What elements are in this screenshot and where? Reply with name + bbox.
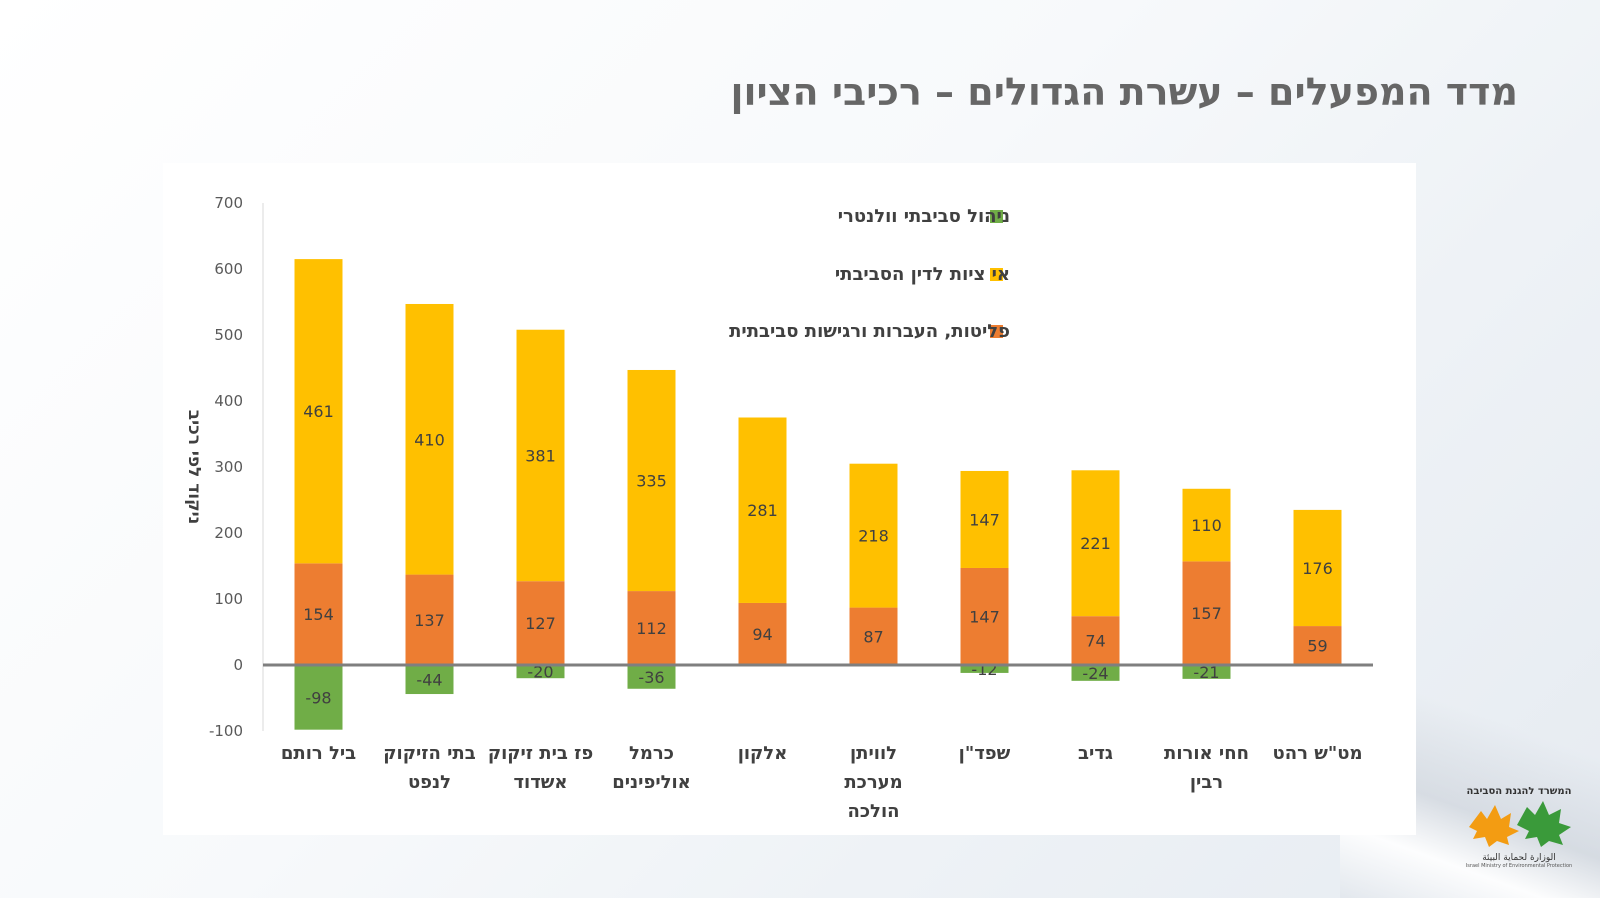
x-category-label: לנפט [408, 772, 451, 793]
bar-segment-noncompliance [516, 329, 565, 582]
bar-segment-emissions [405, 574, 454, 665]
data-label-noncompliance: 335 [636, 472, 667, 491]
data-label-emissions: 74 [1085, 632, 1105, 651]
data-label-noncompliance: 381 [525, 446, 556, 465]
bar-segment-noncompliance [627, 369, 676, 592]
data-label-noncompliance: 281 [747, 501, 778, 520]
logo-sub-text: Israel Ministry of Environmental Protect… [1465, 863, 1573, 869]
data-label-noncompliance: 410 [414, 430, 445, 449]
data-label-emissions: 87 [863, 627, 883, 646]
x-category-label: כרמל [629, 743, 674, 764]
bar-segment-emissions [1293, 626, 1342, 665]
stacked-bar-chart: 700 600 500 400 300 200 100 0 -100 ניקוד לפי רכיב… [184, 194, 1373, 822]
x-category-label: הולכה [848, 801, 900, 822]
y-tick-label: 300 [214, 458, 243, 476]
bar-segment-emissions [294, 563, 343, 665]
bar-segment-emissions [1071, 616, 1120, 665]
chart-panel: 700 600 500 400 300 200 100 0 -100 ניקוד לפי רכיב… [163, 163, 1416, 835]
legend-label: פליטות, העברות ורגישות סביבתית [729, 321, 1010, 342]
x-category-label: פז בית זיקוק [488, 743, 593, 764]
bar-segment-voluntary [627, 665, 676, 689]
data-label-emissions: 112 [636, 619, 667, 638]
x-category-label: אוליפינים [612, 772, 691, 793]
data-label-noncompliance: 461 [303, 402, 334, 421]
data-label-emissions: 137 [414, 611, 445, 630]
data-label-noncompliance: 110 [1191, 516, 1222, 535]
x-category-label: מערכת [844, 772, 902, 793]
y-tick-label: 100 [214, 590, 243, 608]
bar-segment-noncompliance [1071, 470, 1120, 617]
bar-segment-noncompliance [294, 259, 343, 564]
data-label-emissions: 147 [969, 607, 1000, 626]
bar-segment-noncompliance [849, 463, 898, 608]
legend-swatch [990, 268, 1003, 281]
ministry-logo: המשרד להגנת הסביבה الوزارة لحماية البيئة… [1454, 786, 1584, 886]
y-tick-label: 200 [214, 524, 243, 542]
data-label-voluntary: -44 [416, 671, 442, 690]
slide-title: מדד המפעלים – עשרת הגדולים – רכיבי הציון [730, 70, 1518, 114]
y-tick-label: 400 [214, 392, 243, 410]
y-tick-label: 600 [214, 260, 243, 278]
data-label-voluntary: -12 [971, 660, 997, 679]
bar-segment-emissions [1182, 561, 1231, 665]
data-label-noncompliance: 176 [1302, 559, 1333, 578]
data-label-emissions: 127 [525, 614, 556, 633]
data-label-voluntary: -98 [305, 688, 331, 707]
bar-segment-voluntary [960, 665, 1009, 673]
bar-segment-noncompliance [1293, 509, 1342, 627]
bar-segment-voluntary [1182, 665, 1231, 679]
data-label-emissions: 94 [752, 625, 772, 644]
legend-label: ניהול סביבתי וולנטרי [838, 206, 1010, 227]
legend-swatch [990, 210, 1003, 223]
data-label-noncompliance: 221 [1080, 534, 1111, 553]
y-tick-label: 500 [214, 326, 243, 344]
legend-swatch [990, 325, 1003, 338]
bar-segment-emissions [516, 581, 565, 665]
logo-top-text: המשרד להגנת הסביבה [1466, 786, 1572, 797]
x-category-label: שפד"ן [959, 743, 1011, 764]
bar-segment-noncompliance [405, 303, 454, 575]
data-label-emissions: 154 [303, 605, 334, 624]
x-category-label: אשדוד [513, 772, 567, 793]
x-category-label: בתי הזיקוק [383, 743, 475, 764]
x-category-label: גדיב [1078, 743, 1113, 764]
data-label-emissions: 157 [1191, 604, 1222, 623]
x-category-label: לוויתן [850, 743, 897, 764]
leaf-emblem-icon [1469, 801, 1571, 847]
data-label-voluntary: -20 [527, 663, 553, 682]
bar-segment-emissions [627, 591, 676, 665]
data-label-emissions: 59 [1307, 637, 1327, 656]
bar-segment-voluntary [516, 665, 565, 679]
bar-segment-emissions [960, 567, 1009, 665]
data-label-noncompliance: 147 [969, 510, 1000, 529]
x-category-label: חחי אורות [1164, 743, 1249, 764]
bar-segment-emissions [738, 602, 787, 665]
bar-segment-noncompliance [738, 417, 787, 603]
bar-segment-voluntary [405, 665, 454, 695]
logo-bottom-text: الوزارة لحماية البيئة [1482, 853, 1556, 863]
x-category-label: אלקון [738, 743, 788, 764]
y-tick-label: 0 [233, 656, 243, 674]
bar-segment-voluntary [1071, 665, 1120, 681]
x-category-label: רבין [1190, 772, 1223, 793]
y-tick-label: 700 [214, 194, 243, 212]
data-label-voluntary: -36 [638, 668, 664, 687]
y-axis-title: ניקוד לפי רכיב [184, 410, 204, 525]
bar-segment-noncompliance [960, 470, 1009, 568]
data-label-voluntary: -21 [1193, 663, 1219, 682]
bar-segment-emissions [849, 607, 898, 665]
bar-segment-voluntary [294, 665, 343, 730]
y-tick-label: -100 [209, 722, 243, 740]
data-label-noncompliance: 218 [858, 527, 889, 546]
x-category-label: ביל רותם [281, 743, 356, 764]
x-category-label: מט"ש רהט [1273, 743, 1363, 764]
bar-segment-noncompliance [1182, 488, 1231, 562]
legend-label: אי ציות לדין הסביבתי [835, 264, 1010, 285]
data-label-voluntary: -24 [1082, 664, 1108, 683]
